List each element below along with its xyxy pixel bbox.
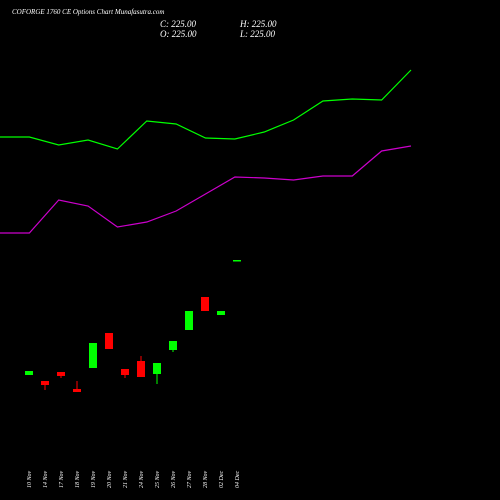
x-tick-label: 21 Nov (123, 470, 129, 488)
candle-body (41, 381, 49, 385)
chart-title: COFORGE 1760 CE Options Chart Munafasutr… (12, 8, 164, 16)
x-tick-label: 02 Dec (219, 471, 225, 488)
x-tick-label: 25 Nov (155, 470, 161, 488)
x-tick-label: 04 Dec (234, 471, 241, 488)
x-tick-label: 14 Nov (42, 470, 49, 488)
high-label: H: 225.00 (239, 19, 277, 29)
candle-body (201, 297, 209, 311)
x-tick-label: 19 Nov (91, 470, 97, 488)
candle-body (73, 389, 81, 392)
candle-body (121, 369, 129, 375)
candle-body (233, 260, 241, 262)
x-tick-label: 28 Nov (203, 470, 209, 488)
candle-body (169, 341, 177, 350)
candle-body (25, 371, 33, 375)
x-tick-label: 27 Nov (187, 470, 193, 488)
indicator-line (0, 145, 412, 234)
x-tick-label: 24 Nov (138, 470, 145, 488)
close-label: C: 225.00 (160, 19, 197, 29)
candle-body (105, 333, 113, 349)
x-tick-label: 18 Nov (75, 470, 81, 488)
candle-body (153, 363, 161, 374)
open-label: O: 225.00 (160, 29, 197, 39)
x-tick-label: 17 Nov (59, 470, 65, 488)
x-tick-label: 20 Nov (107, 470, 113, 488)
indicator-line (0, 69, 412, 150)
candle-body (137, 361, 145, 377)
x-tick-label: 26 Nov (171, 470, 177, 488)
candle-body (57, 372, 65, 376)
candle-body (185, 311, 193, 330)
candle-body (217, 311, 225, 315)
low-label: L: 225.00 (239, 29, 276, 39)
x-tick-label: 10 Nov (27, 470, 33, 488)
candle-body (89, 343, 97, 368)
